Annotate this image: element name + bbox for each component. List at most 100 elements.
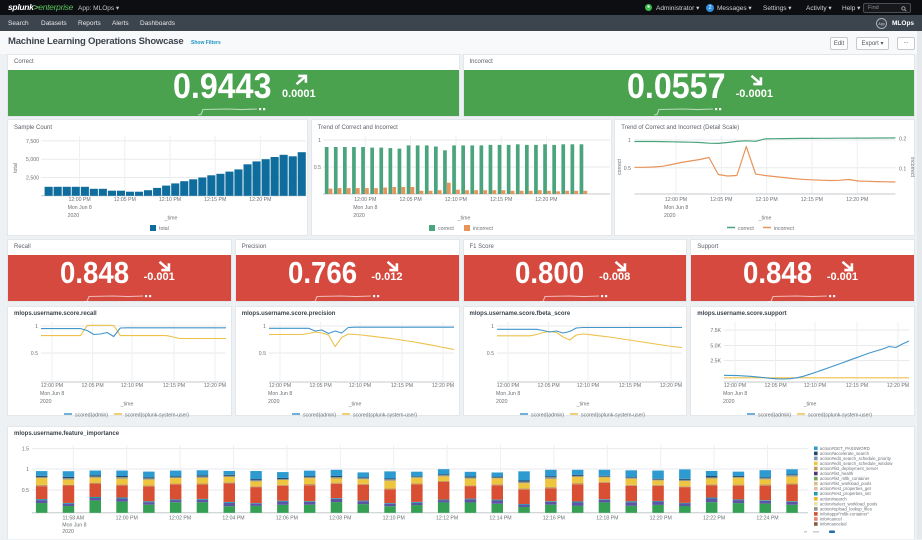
svg-text:2020: 2020 [62, 529, 74, 535]
svg-text:12:22 PM: 12:22 PM [703, 516, 725, 522]
svg-text:7,500: 7,500 [26, 139, 39, 145]
svg-text:0.5: 0.5 [259, 351, 266, 357]
svg-text:12:00 PM: 12:00 PM [269, 383, 291, 389]
svg-text:12:10 PM: 12:10 PM [349, 383, 371, 389]
svg-text:12:10 PM: 12:10 PM [444, 197, 466, 203]
svg-text:12:05 PM: 12:05 PM [537, 383, 559, 389]
svg-text:action#accelerate_search: action#accelerate_search [820, 451, 870, 456]
svg-text:action#select_workload_pools: action#select_workload_pools [820, 501, 877, 506]
svg-text:action#list_mltk_container: action#list_mltk_container [820, 476, 870, 481]
svg-text:correct: correct [617, 159, 623, 175]
svg-text:correct: correct [738, 226, 754, 232]
svg-text:total: total [13, 163, 19, 173]
svg-text:action#list_deployment_server: action#list_deployment_server [820, 466, 879, 471]
svg-text:12:15 PM: 12:15 PM [846, 383, 868, 389]
svg-text:1: 1 [26, 467, 29, 473]
svg-text:0.5: 0.5 [22, 488, 29, 494]
svg-text:Mon Jun 8: Mon Jun 8 [496, 391, 520, 397]
svg-text:12:20 PM: 12:20 PM [650, 516, 672, 522]
svg-text:12:10 PM: 12:10 PM [383, 516, 405, 522]
svg-text:12:20 PM: 12:20 PM [846, 197, 868, 203]
svg-text:2020: 2020 [268, 399, 280, 405]
svg-text:Mon Jun 8: Mon Jun 8 [664, 205, 688, 211]
svg-text:12:10 PM: 12:10 PM [756, 197, 778, 203]
svg-text:scored(admin): scored(admin) [75, 412, 108, 418]
svg-text:7.5K: 7.5K [711, 328, 722, 334]
svg-text:1.5: 1.5 [22, 447, 29, 453]
svg-text:0.5: 0.5 [31, 351, 38, 357]
svg-text:action#rest_properties_get: action#rest_properties_get [820, 486, 872, 491]
svg-text:action#search: action#search [820, 496, 847, 501]
svg-text:total: total [159, 226, 169, 232]
svg-text:2020: 2020 [353, 213, 365, 219]
svg-text:12:00 PM: 12:00 PM [665, 197, 687, 203]
svg-text:5.0K: 5.0K [711, 343, 722, 349]
svg-text:1: 1 [318, 138, 321, 144]
svg-text:12:15 PM: 12:15 PM [801, 197, 823, 203]
svg-text:Mon Jun 8: Mon Jun 8 [40, 391, 64, 397]
svg-text:11:58 AM: 11:58 AM [63, 516, 85, 522]
svg-text:incorrect: incorrect [473, 226, 493, 232]
svg-text:scored(admin): scored(admin) [758, 412, 791, 418]
svg-text:2020: 2020 [496, 399, 508, 405]
svg-text:0.5: 0.5 [313, 165, 320, 171]
svg-text:12:05 PM: 12:05 PM [114, 197, 136, 203]
svg-text:12:16 PM: 12:16 PM [543, 516, 565, 522]
svg-text:info#app#"mltk-container": info#app#"mltk-container" [820, 511, 869, 516]
svg-text:12:00 PM: 12:00 PM [116, 516, 138, 522]
svg-text:12:10 PM: 12:10 PM [804, 383, 826, 389]
svg-text:12:06 PM: 12:06 PM [276, 516, 298, 522]
svg-text:action#list_health: action#list_health [820, 471, 854, 476]
svg-text:12:20 PM: 12:20 PM [887, 383, 909, 389]
svg-text:2020: 2020 [664, 213, 676, 219]
svg-text:0.2: 0.2 [899, 136, 906, 142]
svg-text:Mon Jun 8: Mon Jun 8 [353, 205, 377, 211]
svg-text:Mon Jun 8: Mon Jun 8 [68, 205, 92, 211]
svg-text:12:15 PM: 12:15 PM [618, 383, 640, 389]
svg-text:12:20 PM: 12:20 PM [204, 383, 226, 389]
svg-text:Mon Jun 8: Mon Jun 8 [268, 391, 292, 397]
svg-text:12:15 PM: 12:15 PM [204, 197, 226, 203]
svg-text:_time: _time [347, 401, 361, 407]
svg-text:1: 1 [491, 324, 494, 330]
svg-text:0.5: 0.5 [486, 351, 493, 357]
svg-text:incorrect: incorrect [909, 157, 915, 177]
svg-text:_time: _time [758, 216, 772, 222]
svg-text:12:05 PM: 12:05 PM [765, 383, 787, 389]
svg-text:info#canceled: info#canceled [820, 522, 847, 527]
svg-text:12:04 PM: 12:04 PM [222, 516, 244, 522]
svg-text:12:12 PM: 12:12 PM [436, 516, 458, 522]
svg-text:12:00 PM: 12:00 PM [724, 383, 746, 389]
svg-text:5,000: 5,000 [26, 157, 39, 163]
svg-text:12:20 PM: 12:20 PM [659, 383, 681, 389]
svg-text:action#edit_search_schedule_wi: action#edit_search_schedule_window [820, 461, 893, 466]
svg-text:12:20 PM: 12:20 PM [432, 383, 454, 389]
svg-text:12:14 PM: 12:14 PM [489, 516, 511, 522]
svg-text:12:24 PM: 12:24 PM [756, 516, 778, 522]
svg-text:12:05 PM: 12:05 PM [81, 383, 103, 389]
svg-text:12:00 PM: 12:00 PM [496, 383, 518, 389]
svg-text:12:18 PM: 12:18 PM [596, 516, 618, 522]
svg-text:scored(splunk-system-user): scored(splunk-system-user) [581, 412, 645, 418]
svg-text:12:00 PM: 12:00 PM [354, 197, 376, 203]
svg-text:correct: correct [438, 226, 454, 232]
svg-text:12:00 PM: 12:00 PM [68, 197, 90, 203]
svg-text:1: 1 [35, 324, 38, 330]
svg-text:12:05 PM: 12:05 PM [309, 383, 331, 389]
svg-text:action#list_workload_pools: action#list_workload_pools [820, 481, 871, 486]
svg-text:2020: 2020 [68, 213, 80, 219]
svg-text:_time: _time [456, 216, 470, 222]
svg-text:12:20 PM: 12:20 PM [249, 197, 271, 203]
svg-text:12:15 PM: 12:15 PM [490, 197, 512, 203]
svg-text:action#edit_search_schedule_pr: action#edit_search_schedule_priority [820, 456, 892, 461]
svg-text:12:20 PM: 12:20 PM [535, 197, 557, 203]
svg-text:scored(admin): scored(admin) [531, 412, 564, 418]
svg-text:info#cancel: info#cancel [820, 517, 842, 522]
svg-text:scored(splunk-system-user): scored(splunk-system-user) [353, 412, 417, 418]
svg-text:1: 1 [628, 138, 631, 144]
svg-text:_time: _time [164, 216, 178, 222]
svg-text:_time: _time [803, 401, 817, 407]
svg-text:12:02 PM: 12:02 PM [169, 516, 191, 522]
svg-text:_time: _time [575, 401, 589, 407]
svg-text:action#upload_lookup_files: action#upload_lookup_files [820, 506, 872, 511]
